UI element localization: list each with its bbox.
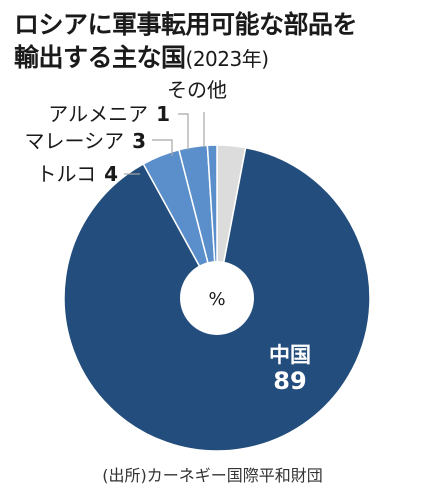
label-turkey: トルコ 4 bbox=[36, 162, 118, 186]
leader-lines bbox=[124, 112, 205, 175]
label-malaysia: マレーシア 3 bbox=[24, 129, 146, 153]
label-armenia-name: アルメニア bbox=[48, 102, 148, 126]
title-line-2: 輸出する主な国(2023年) bbox=[14, 41, 419, 76]
source-note: (出所)カーネギー国際平和財団 bbox=[102, 466, 323, 485]
title-line-1: ロシアに軍事転用可能な部品を bbox=[14, 10, 358, 39]
pie-center-hole bbox=[180, 261, 254, 335]
label-turkey-name: トルコ bbox=[36, 162, 96, 186]
pie-unit-label: % bbox=[208, 289, 225, 310]
value-china: 89 bbox=[273, 367, 306, 395]
label-turkey-value: 4 bbox=[104, 162, 118, 186]
label-armenia: アルメニア 1 bbox=[48, 102, 170, 126]
chart-title: ロシアに軍事転用可能な部品を 輸出する主な国(2023年) bbox=[14, 8, 419, 76]
label-malaysia-name: マレーシア bbox=[24, 129, 124, 153]
title-line-2-text: 輸出する主な国 bbox=[14, 43, 186, 72]
label-malaysia-value: 3 bbox=[132, 129, 146, 153]
label-armenia-value: 1 bbox=[156, 102, 170, 126]
leader-line-malaysia bbox=[152, 139, 173, 156]
label-other: その他 bbox=[167, 78, 227, 102]
title-year: (2023年) bbox=[185, 47, 270, 71]
leader-line-armenia bbox=[178, 113, 189, 150]
label-china: 中国 bbox=[269, 343, 311, 367]
slice-armenia bbox=[206, 144, 218, 299]
